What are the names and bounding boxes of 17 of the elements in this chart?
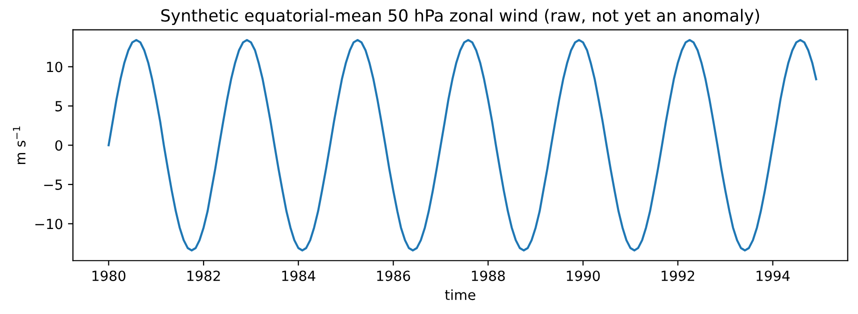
line-series: [108, 38, 818, 252]
x-axis-title: time: [445, 289, 476, 300]
chart-title: Synthetic equatorial-mean 50 hPa zonal wind (raw, not yet an anomaly): [161, 8, 760, 25]
x-tick-label: 1988: [472, 270, 505, 282]
y-tick-label: −10: [35, 218, 62, 230]
x-tick-label: 1992: [662, 270, 694, 282]
y-tick-label: −5: [44, 180, 62, 190]
y-axis-title: m s$^{−1}$: [12, 126, 26, 164]
x-tick-label: 1982: [187, 270, 220, 282]
x-tick-label: 1980: [92, 270, 126, 282]
y-tick-label: 10: [47, 62, 62, 72]
y-tick-label: 5: [55, 101, 62, 112]
x-tick-label: 1994: [756, 270, 790, 282]
x-tick-label: 1986: [377, 270, 410, 282]
y-tick-label: 0: [55, 140, 62, 151]
x-tick-label: 1990: [566, 270, 600, 282]
x-tick-label: 1984: [282, 270, 316, 282]
